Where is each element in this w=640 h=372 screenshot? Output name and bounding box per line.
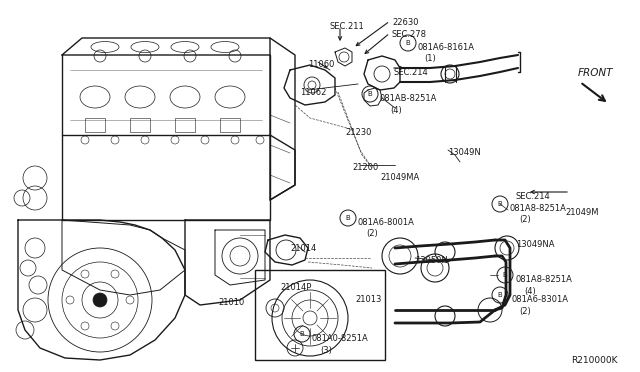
Bar	[255, 270, 385, 360]
Bar	[220, 118, 240, 132]
Circle shape	[93, 293, 107, 307]
Text: SEC.214: SEC.214	[516, 192, 551, 201]
Text: (2): (2)	[519, 215, 531, 224]
Text: 21230: 21230	[345, 128, 371, 137]
Text: SEC.214: SEC.214	[393, 68, 428, 77]
Bar	[175, 118, 195, 132]
Text: B: B	[498, 201, 502, 207]
Text: B: B	[346, 215, 350, 221]
Text: (4): (4)	[390, 106, 402, 115]
Text: B: B	[367, 91, 372, 97]
Text: 081A6-8301A: 081A6-8301A	[512, 295, 569, 304]
Text: 21049M: 21049M	[565, 208, 598, 217]
Text: 081A8-8251A: 081A8-8251A	[510, 204, 567, 213]
Text: 21014: 21014	[290, 244, 316, 253]
Text: 081AB-8251A: 081AB-8251A	[380, 94, 437, 103]
Text: (2): (2)	[366, 229, 378, 238]
Text: 081A6-8001A: 081A6-8001A	[358, 218, 415, 227]
Text: 13049N: 13049N	[448, 148, 481, 157]
Text: 11060: 11060	[308, 60, 334, 69]
Text: B: B	[502, 272, 508, 278]
Text: SEC.278: SEC.278	[392, 30, 427, 39]
Text: (2): (2)	[519, 307, 531, 316]
Text: 081A6-8161A: 081A6-8161A	[418, 43, 475, 52]
Text: 21049MA: 21049MA	[380, 173, 419, 182]
Text: 21013: 21013	[355, 295, 381, 304]
Text: 081A0-8251A: 081A0-8251A	[312, 334, 369, 343]
Text: FRONT: FRONT	[578, 68, 614, 78]
Text: 21014P: 21014P	[280, 283, 312, 292]
Text: 081A8-8251A: 081A8-8251A	[516, 275, 573, 284]
Text: SEC.211: SEC.211	[330, 22, 365, 31]
Text: 21200: 21200	[352, 163, 378, 172]
Text: 21010: 21010	[218, 298, 244, 307]
Text: 13049NA: 13049NA	[516, 240, 554, 249]
Text: (1): (1)	[424, 54, 436, 63]
Text: (3): (3)	[320, 346, 332, 355]
Text: B: B	[300, 331, 305, 337]
Text: B: B	[498, 292, 502, 298]
Text: R210000K: R210000K	[572, 356, 618, 365]
Bar	[85, 118, 105, 132]
Text: B: B	[406, 40, 410, 46]
Bar	[130, 118, 150, 132]
Text: (4): (4)	[524, 287, 536, 296]
Text: 11062: 11062	[300, 88, 326, 97]
Text: 22630: 22630	[392, 18, 419, 27]
Text: 13050N: 13050N	[415, 256, 448, 265]
